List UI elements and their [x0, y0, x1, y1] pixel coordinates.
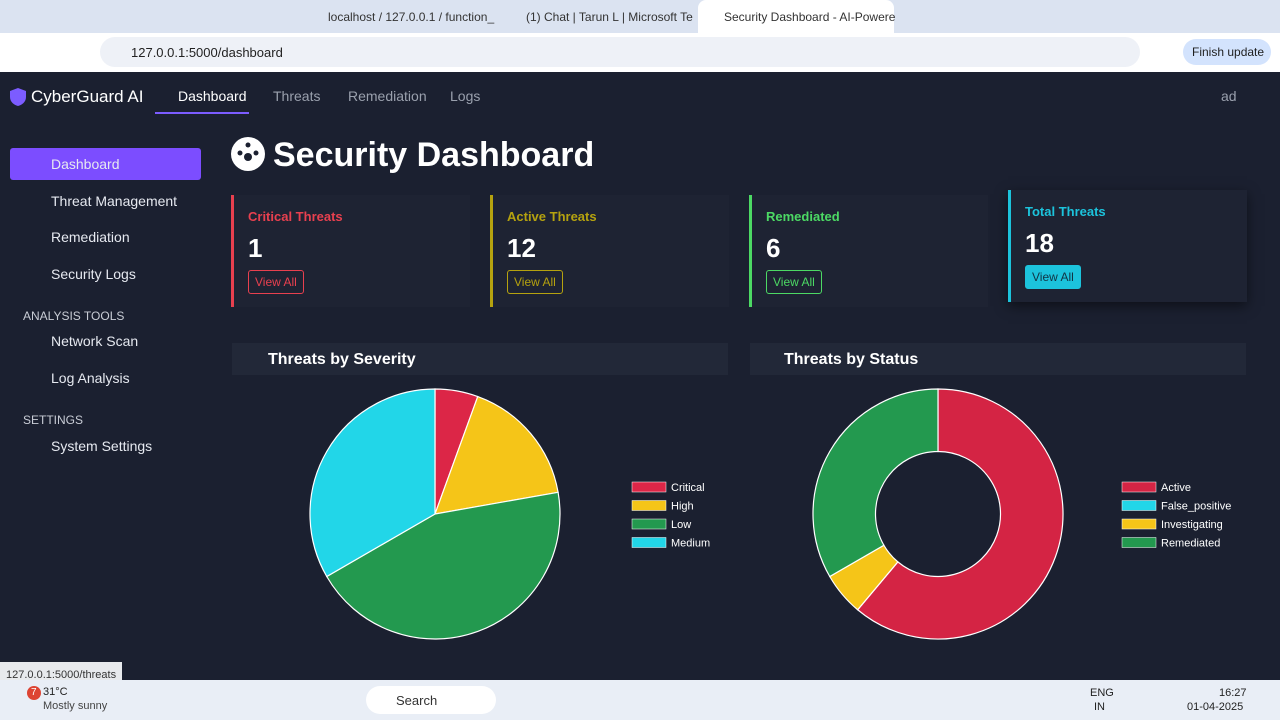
sidebar-active [10, 148, 201, 180]
stat-card: Total Threats 18 View All [1008, 190, 1247, 302]
legend-swatch [1121, 500, 1157, 511]
chart-title: Threats by Severity [268, 351, 416, 368]
sidebar-heading: ANALYSIS TOOLS [23, 309, 125, 323]
update-button[interactable]: Finish update [1183, 39, 1271, 65]
legend-swatch [1121, 518, 1157, 530]
card-label: Remediated [766, 209, 840, 224]
slice [309, 388, 436, 578]
sidebar-item[interactable]: Log Analysis [51, 370, 130, 386]
tab[interactable]: localhost / 127.0.0.1 / function_ [300, 0, 496, 33]
legend-label: Investigating [1161, 519, 1223, 531]
nav-underline [155, 112, 249, 114]
language[interactable]: ENG [1090, 687, 1114, 699]
slice [856, 388, 1064, 640]
nav-link[interactable]: Threats [273, 88, 321, 104]
card-value: 18 [1025, 228, 1054, 258]
clock-time[interactable]: 16:27 [1219, 687, 1247, 699]
view-all-button[interactable]: View All [507, 270, 563, 294]
tab[interactable]: (1) Chat | Tarun L | Microsoft Te [500, 0, 696, 33]
panel-header: Threats by Severity [232, 343, 728, 375]
user-menu[interactable]: ad [1221, 88, 1237, 104]
tab-strip: localhost / 127.0.0.1 / function_ (1) Ch… [0, 0, 1280, 33]
stat-card: Remediated 6 View All [749, 195, 988, 307]
legend-label: High [671, 501, 694, 513]
weather-badge: 7 [27, 686, 41, 700]
search-label: Search [396, 693, 438, 708]
weather-desc[interactable]: Mostly sunny [43, 700, 108, 712]
sidebar-item[interactable]: Network Scan [51, 333, 139, 349]
page-title: Security Dashboard [273, 136, 595, 174]
sidebar-item[interactable]: Security Logs [51, 266, 136, 282]
legend-label: Active [1161, 482, 1191, 494]
view-all-button[interactable]: View All [766, 270, 822, 294]
tab-title: (1) Chat | Tarun L | Microsoft Te [526, 10, 693, 24]
card-value: 1 [248, 233, 263, 263]
slice [434, 395, 559, 515]
update-label: Finish update [1192, 45, 1265, 59]
title-icon [231, 137, 265, 171]
legend-label: Medium [671, 538, 710, 550]
tab[interactable]: Security Dashboard - AI-Powere [698, 0, 896, 33]
clock-date[interactable]: 01-04-2025 [1187, 701, 1244, 713]
sidebar-item[interactable]: Dashboard [51, 156, 120, 172]
address-bar[interactable]: 127.0.0.1:5000/dashboard [100, 37, 1140, 67]
slice [812, 388, 939, 578]
sidebar-heading: SETTINGS [23, 413, 84, 427]
taskbar: 7 31°C Mostly sunny Search ENG IN 16:27 … [0, 680, 1280, 720]
view-all-button[interactable]: View All [1025, 265, 1081, 289]
panel-header: Threats by Status [750, 343, 1246, 375]
charts: Critical High Low Medium Active False_positiv… [309, 388, 1231, 640]
weather-temp[interactable]: 31°C [43, 686, 68, 698]
legend-label: Low [671, 519, 691, 531]
status-url: 127.0.0.1:5000/threats [6, 669, 117, 681]
view-all-button[interactable]: View All [248, 270, 304, 294]
stat-card: Active Threats 12 View All [490, 195, 729, 307]
legend-swatch [631, 500, 667, 511]
legend-swatch [1121, 537, 1157, 548]
status-bubble: 127.0.0.1:5000/threats [0, 662, 123, 681]
nav-link[interactable]: Remediation [348, 88, 427, 104]
legend-label: False_positive [1161, 501, 1231, 513]
legend-swatch [1121, 481, 1157, 493]
toolbar: 127.0.0.1:5000/dashboard Finish update [0, 33, 1280, 72]
nav-link[interactable]: Logs [450, 88, 481, 104]
sidebar-item[interactable]: System Settings [51, 438, 153, 454]
url: 127.0.0.1:5000/dashboard [131, 45, 283, 60]
legend-label: Critical [671, 482, 705, 494]
legend-swatch [631, 481, 667, 493]
legend-swatch [631, 518, 667, 530]
brand-icon [10, 88, 26, 106]
search-box[interactable]: Search [366, 686, 496, 714]
chart-title: Threats by Status [784, 351, 919, 368]
tab-title: Security Dashboard - AI-Powere [724, 10, 896, 24]
card-value: 6 [766, 233, 781, 263]
legend-label: Remediated [1161, 538, 1220, 550]
legend-swatch [631, 537, 667, 548]
tab-title: localhost / 127.0.0.1 / function_ [328, 10, 495, 24]
brand[interactable]: CyberGuard AI [31, 87, 144, 106]
sidebar-item[interactable]: Threat Management [51, 193, 178, 209]
sidebar-item[interactable]: Remediation [51, 229, 130, 245]
card-label: Critical Threats [248, 209, 343, 224]
nav-link[interactable]: Dashboard [178, 88, 247, 104]
card-label: Active Threats [507, 209, 597, 224]
card-label: Total Threats [1025, 204, 1106, 219]
stat-card: Critical Threats 1 View All [231, 195, 470, 307]
region[interactable]: IN [1094, 701, 1105, 713]
card-value: 12 [507, 233, 536, 263]
slice [325, 491, 561, 640]
